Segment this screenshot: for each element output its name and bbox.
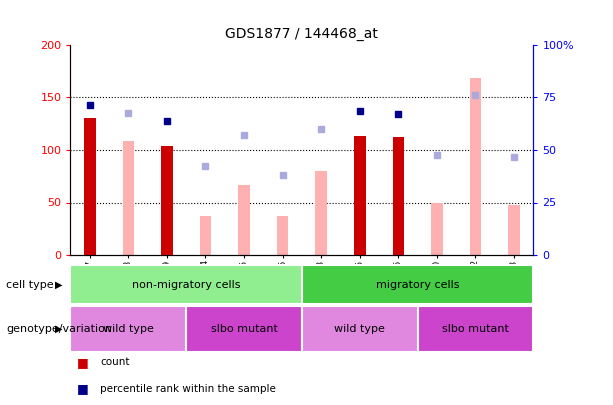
Text: slbo mutant: slbo mutant (211, 324, 278, 334)
Text: non-migratory cells: non-migratory cells (132, 279, 240, 290)
Text: migratory cells: migratory cells (376, 279, 459, 290)
Text: cell type: cell type (6, 279, 54, 290)
Bar (431, 202, 443, 255)
Bar (302, 306, 417, 352)
Bar (70, 265, 302, 304)
Bar (470, 78, 481, 255)
Bar (354, 136, 365, 255)
Bar (186, 306, 302, 352)
Title: GDS1877 / 144468_at: GDS1877 / 144468_at (226, 27, 378, 41)
Text: genotype/variation: genotype/variation (6, 324, 112, 334)
Text: slbo mutant: slbo mutant (442, 324, 509, 334)
Bar (316, 171, 327, 255)
Bar (70, 306, 186, 352)
Bar (238, 185, 250, 255)
Bar (508, 205, 520, 255)
Bar (277, 216, 288, 255)
Bar (84, 118, 96, 255)
Text: ▶: ▶ (55, 324, 62, 334)
Text: wild type: wild type (103, 324, 154, 334)
Text: count: count (100, 358, 129, 367)
Bar (161, 146, 173, 255)
Text: ▶: ▶ (55, 279, 62, 290)
Text: wild type: wild type (334, 324, 385, 334)
Bar (417, 306, 533, 352)
Bar (392, 137, 404, 255)
Text: percentile rank within the sample: percentile rank within the sample (100, 384, 276, 394)
Text: ■: ■ (77, 356, 88, 369)
Bar (123, 141, 134, 255)
Text: ■: ■ (77, 382, 88, 395)
Bar (302, 265, 533, 304)
Bar (200, 216, 211, 255)
